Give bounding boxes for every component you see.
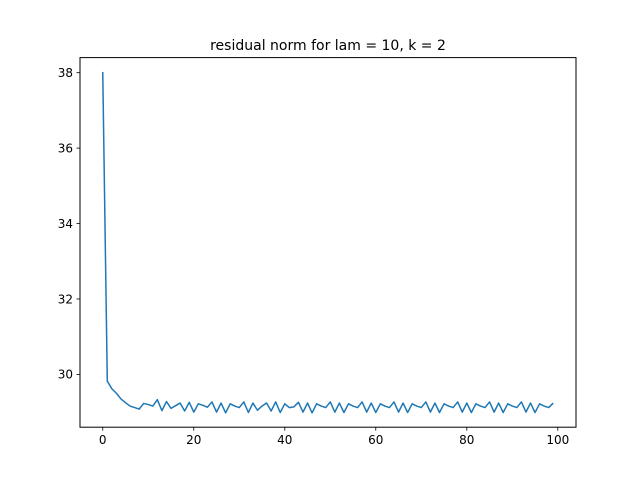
y-tick-label: 36 bbox=[58, 141, 73, 155]
y-tick-label: 38 bbox=[58, 66, 73, 80]
x-tick-label: 20 bbox=[186, 433, 201, 447]
x-tick-label: 100 bbox=[546, 433, 569, 447]
axes-frame bbox=[79, 57, 577, 428]
x-tick-label: 80 bbox=[459, 433, 474, 447]
plot-area bbox=[102, 71, 554, 414]
y-tick-label: 34 bbox=[58, 217, 73, 231]
x-tick-label: 60 bbox=[368, 433, 383, 447]
axis-ticks: 0 20 40 60 80 100 30 32 34 36 38 bbox=[58, 66, 570, 447]
chart-title: residual norm for lam = 10, k = 2 bbox=[210, 38, 446, 54]
x-tick-label: 40 bbox=[277, 433, 292, 447]
x-tick-label: 0 bbox=[99, 433, 107, 447]
series-line bbox=[102, 71, 554, 414]
y-tick-label: 30 bbox=[58, 368, 73, 382]
y-tick-label: 32 bbox=[58, 292, 73, 306]
